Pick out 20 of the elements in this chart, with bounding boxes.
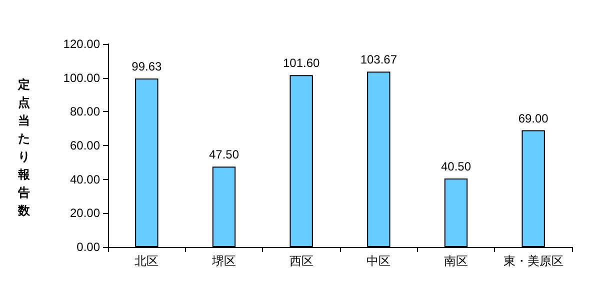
- data-label: 99.63: [132, 59, 162, 74]
- y-tick-label: 120.00: [63, 37, 100, 51]
- x-tick-label: 西区: [289, 254, 314, 268]
- data-label: 69.00: [518, 111, 549, 126]
- data-label: 47.50: [208, 148, 240, 162]
- x-tick-label: 堺区: [211, 254, 236, 268]
- y-axis-title: 定点当たり報告数: [17, 78, 31, 218]
- data-label: 40.50: [440, 159, 472, 174]
- data-label: 103.67: [360, 52, 398, 67]
- y-tick-label: 40.00: [70, 172, 100, 186]
- y-tick-label: 80.00: [70, 104, 100, 119]
- data-label: 101.60: [282, 56, 320, 70]
- x-tick-label: 北区: [134, 254, 159, 268]
- y-tick-label: 0.00: [76, 240, 100, 254]
- x-tick-label: 東・美原区: [503, 254, 564, 268]
- x-tick-label: 南区: [444, 254, 468, 268]
- y-tick-label: 20.00: [70, 206, 100, 220]
- y-tick-label: 100.00: [63, 70, 100, 85]
- y-tick-label: 60.00: [70, 138, 100, 152]
- x-tick-label: 中区: [366, 254, 391, 268]
